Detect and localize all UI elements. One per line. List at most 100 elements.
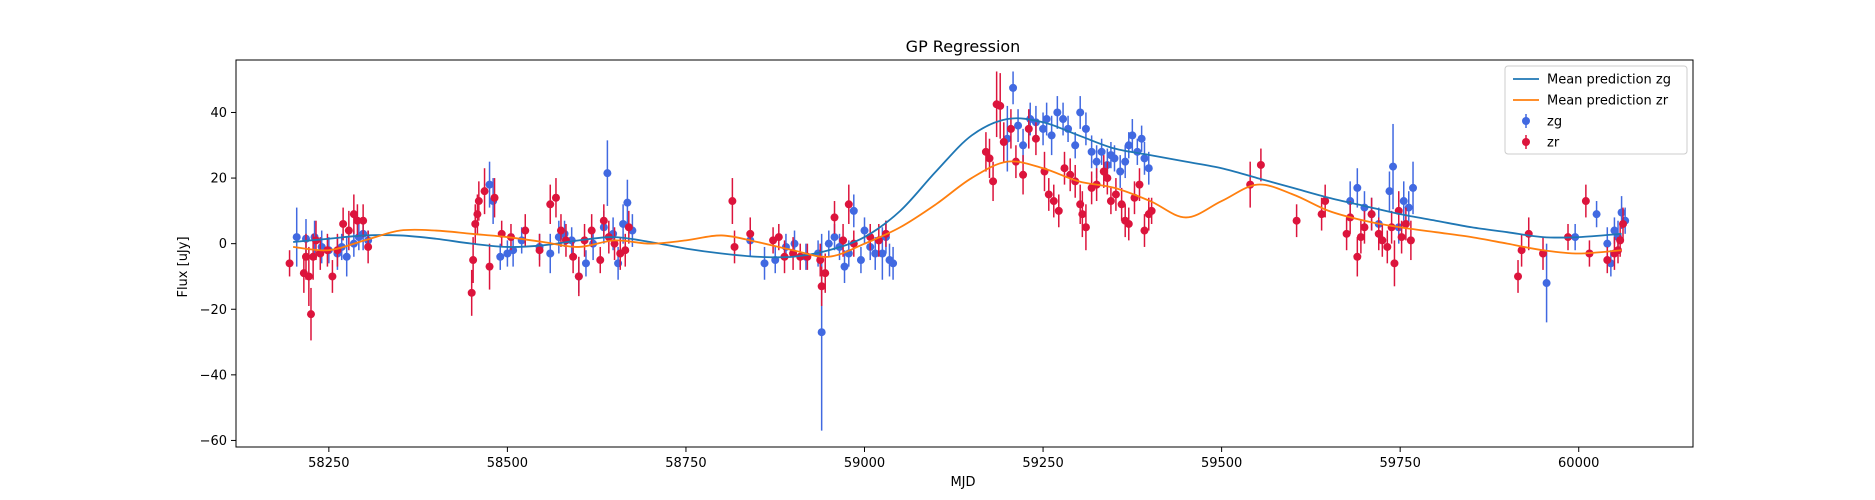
zg-point-31 <box>623 199 631 207</box>
zr-point-42 <box>621 246 629 254</box>
zg-point-79 <box>1128 131 1136 139</box>
y-tick-label-3: 0 <box>219 237 227 252</box>
plot-area <box>286 71 1630 430</box>
x-tick-label-7: 60000 <box>1558 456 1599 471</box>
zg-point-75 <box>1110 154 1118 162</box>
zr-point-34 <box>575 272 583 280</box>
zg-point-97 <box>1593 210 1601 218</box>
zg-point-68 <box>1076 108 1084 116</box>
zr-point-22 <box>481 187 489 195</box>
zg-point-37 <box>791 240 799 248</box>
zr-point-103 <box>1343 230 1351 238</box>
zr-point-21 <box>475 197 483 205</box>
x-tick-label-1: 58500 <box>487 456 528 471</box>
zg-point-63 <box>1048 131 1056 139</box>
y-tick-label-5: 40 <box>210 106 227 121</box>
zr-point-12 <box>345 227 353 235</box>
zr-point-115 <box>1398 233 1406 241</box>
zg-point-51 <box>878 250 886 258</box>
zr-point-83 <box>1082 223 1090 231</box>
chart-title: GP Regression <box>906 37 1021 56</box>
zr-point-90 <box>1118 200 1126 208</box>
zg-point-19 <box>546 250 554 258</box>
x-tick-label-2: 58750 <box>665 456 706 471</box>
zg-point-65 <box>1059 115 1067 123</box>
zr-point-99 <box>1257 161 1265 169</box>
zg-point-90 <box>1389 163 1397 171</box>
zg-point-14 <box>496 253 504 261</box>
zg-point-89 <box>1385 187 1393 195</box>
zr-point-57 <box>839 236 847 244</box>
zr-point-44 <box>728 197 736 205</box>
zr-point-33 <box>569 253 577 261</box>
legend-swatch-3 <box>1522 138 1530 146</box>
zg-point-27 <box>603 169 611 177</box>
zr-point-54 <box>818 282 826 290</box>
zr-point-111 <box>1383 243 1391 251</box>
zg-point-70 <box>1088 148 1096 156</box>
zr-point-108 <box>1368 210 1376 218</box>
x-axis-title: MJD <box>950 475 975 490</box>
legend-label-1: Mean prediction zr <box>1547 94 1669 109</box>
series-zr <box>286 71 1627 340</box>
zg-point-47 <box>857 256 865 264</box>
zg-point-40 <box>818 328 826 336</box>
zr-point-95 <box>1140 227 1148 235</box>
x-tick-label-0: 58250 <box>308 456 349 471</box>
zr-point-73 <box>1032 135 1040 143</box>
zg-point-102 <box>1618 209 1626 217</box>
zr-point-56 <box>831 213 839 221</box>
plot-marks <box>286 71 1630 430</box>
zr-point-76 <box>1050 197 1058 205</box>
zr-point-101 <box>1318 210 1326 218</box>
zr-point-9 <box>328 272 336 280</box>
zr-point-87 <box>1103 174 1111 182</box>
zr-point-105 <box>1353 253 1361 261</box>
zg-point-78 <box>1125 141 1133 149</box>
zr-point-48 <box>775 233 783 241</box>
zr-point-18 <box>469 256 477 264</box>
zr-point-77 <box>1055 207 1063 215</box>
zr-point-11 <box>339 220 347 228</box>
zg-point-0 <box>293 233 301 241</box>
zg-point-71 <box>1093 158 1101 166</box>
plot-frame <box>236 60 1693 447</box>
zr-point-64 <box>985 154 993 162</box>
zg-point-72 <box>1098 148 1106 156</box>
zr-point-23 <box>486 263 494 271</box>
x-tick-label-4: 59250 <box>1022 456 1063 471</box>
zr-point-72 <box>1025 125 1033 133</box>
zr-point-116 <box>1402 220 1410 228</box>
zr-point-100 <box>1293 217 1301 225</box>
zr-point-3 <box>305 272 313 280</box>
zg-point-94 <box>1409 184 1417 192</box>
zr-point-110 <box>1378 236 1386 244</box>
zg-point-67 <box>1071 141 1079 149</box>
zg-point-77 <box>1121 158 1129 166</box>
legend: Mean prediction zgMean prediction zrzgzr <box>1505 66 1687 154</box>
zr-point-17 <box>468 289 476 297</box>
zr-point-68 <box>1000 138 1008 146</box>
zg-point-54 <box>889 259 897 267</box>
zr-point-37 <box>596 256 604 264</box>
zr-point-89 <box>1112 190 1120 198</box>
zr-point-129 <box>1619 220 1627 228</box>
zg-point-61 <box>1039 125 1047 133</box>
zr-point-58 <box>845 200 853 208</box>
zg-point-12 <box>486 181 494 189</box>
zg-point-92 <box>1400 197 1408 205</box>
zg-point-76 <box>1116 168 1124 176</box>
legend-label-0: Mean prediction zg <box>1547 73 1671 88</box>
zr-point-78 <box>1060 164 1068 172</box>
zr-point-46 <box>746 230 754 238</box>
zg-point-34 <box>761 259 769 267</box>
zr-point-45 <box>731 243 739 251</box>
zr-point-113 <box>1390 259 1398 267</box>
zr-point-82 <box>1078 210 1086 218</box>
zr-point-118 <box>1514 272 1522 280</box>
y-axis-title: Flux [uJy] <box>176 236 191 297</box>
zr-point-55 <box>821 269 829 277</box>
zg-point-46 <box>850 207 858 215</box>
zr-point-117 <box>1407 236 1415 244</box>
